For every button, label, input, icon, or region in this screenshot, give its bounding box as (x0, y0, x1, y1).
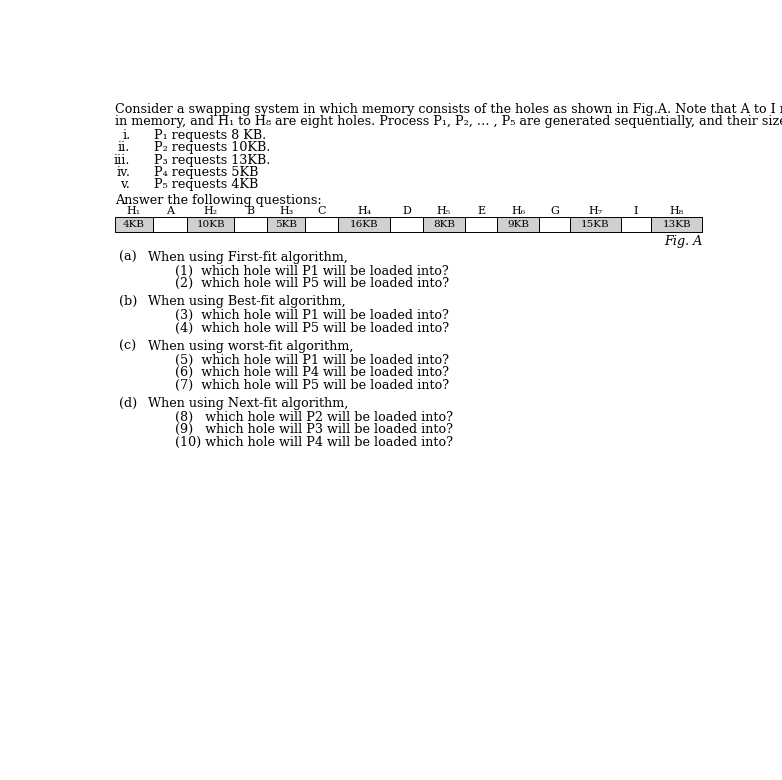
Text: ii.: ii. (118, 141, 131, 154)
Text: (7)  which hole will P5 will be loaded into?: (7) which hole will P5 will be loaded in… (175, 378, 450, 392)
Text: H₆: H₆ (511, 206, 526, 216)
Text: i.: i. (122, 129, 131, 142)
Bar (423, 217, 465, 232)
Bar (390, 217, 423, 232)
Text: H₂: H₂ (204, 206, 218, 216)
Text: (8)   which hole will P2 will be loaded into?: (8) which hole will P2 will be loaded in… (175, 411, 454, 424)
Text: in memory, and H₁ to H₈ are eight holes. Process P₁, P₂, … , P₅ are generated se: in memory, and H₁ to H₈ are eight holes.… (115, 115, 782, 128)
Text: Fig. A: Fig. A (664, 236, 702, 248)
Text: When using worst-fit algorithm,: When using worst-fit algorithm, (148, 340, 353, 353)
Text: P₄ requests 5KB: P₄ requests 5KB (153, 166, 258, 179)
Text: (9)   which hole will P3 will be loaded into?: (9) which hole will P3 will be loaded in… (175, 424, 454, 436)
Text: (a): (a) (120, 250, 137, 264)
Text: 13KB: 13KB (662, 220, 691, 229)
Bar (338, 217, 390, 232)
Bar (305, 217, 338, 232)
Text: (1)  which hole will P1 will be loaded into?: (1) which hole will P1 will be loaded in… (175, 264, 449, 278)
Bar (570, 217, 621, 232)
Text: iii.: iii. (114, 154, 131, 167)
Text: G: G (550, 206, 559, 216)
Text: 5KB: 5KB (275, 220, 297, 229)
Text: Consider a swapping system in which memory consists of the holes as shown in Fig: Consider a swapping system in which memo… (115, 103, 782, 116)
Text: H₃: H₃ (279, 206, 293, 216)
Text: H₇: H₇ (588, 206, 602, 216)
Bar (621, 217, 651, 232)
Text: 8KB: 8KB (433, 220, 455, 229)
Text: 10KB: 10KB (196, 220, 225, 229)
Text: (c): (c) (120, 340, 137, 353)
Bar (267, 217, 305, 232)
Text: (5)  which hole will P1 will be loaded into?: (5) which hole will P1 will be loaded in… (175, 354, 449, 367)
Text: H₄: H₄ (357, 206, 371, 216)
Text: P₃ requests 13KB.: P₃ requests 13KB. (153, 154, 270, 167)
Bar (115, 217, 152, 232)
Bar (152, 217, 188, 232)
Text: When using Next-fit algorithm,: When using Next-fit algorithm, (148, 397, 349, 410)
Text: (2)  which hole will P5 will be loaded into?: (2) which hole will P5 will be loaded in… (175, 277, 450, 290)
Text: (10) which hole will P4 will be loaded into?: (10) which hole will P4 will be loaded i… (175, 435, 454, 448)
Text: D: D (402, 206, 411, 216)
Text: I: I (634, 206, 638, 216)
Text: C: C (317, 206, 326, 216)
Text: (b): (b) (120, 296, 138, 308)
Text: 16KB: 16KB (350, 220, 378, 229)
Bar (235, 217, 267, 232)
Bar (539, 217, 570, 232)
Text: When using First-fit algorithm,: When using First-fit algorithm, (148, 250, 348, 264)
Bar (188, 217, 235, 232)
Text: A: A (166, 206, 174, 216)
Text: H₅: H₅ (437, 206, 451, 216)
Text: 4KB: 4KB (123, 220, 145, 229)
Text: (6)  which hole will P4 will be loaded into?: (6) which hole will P4 will be loaded in… (175, 366, 449, 379)
Text: (3)  which hole will P1 will be loaded into?: (3) which hole will P1 will be loaded in… (175, 309, 449, 322)
Bar (651, 217, 702, 232)
Text: (d): (d) (120, 397, 138, 410)
Text: H₈: H₈ (670, 206, 684, 216)
Text: P₂ requests 10KB.: P₂ requests 10KB. (153, 141, 270, 154)
Text: P₅ requests 4KB: P₅ requests 4KB (153, 179, 258, 191)
Text: 15KB: 15KB (581, 220, 610, 229)
Bar (465, 217, 497, 232)
Text: H₁: H₁ (127, 206, 141, 216)
Bar (497, 217, 539, 232)
Text: Answer the following questions:: Answer the following questions: (115, 193, 321, 207)
Text: When using Best-fit algorithm,: When using Best-fit algorithm, (148, 296, 346, 308)
Text: E: E (477, 206, 485, 216)
Text: P₁ requests 8 KB.: P₁ requests 8 KB. (153, 129, 266, 142)
Text: 9KB: 9KB (508, 220, 529, 229)
Text: B: B (247, 206, 255, 216)
Text: iv.: iv. (117, 166, 131, 179)
Text: v.: v. (120, 179, 131, 191)
Text: (4)  which hole will P5 will be loaded into?: (4) which hole will P5 will be loaded in… (175, 321, 450, 335)
